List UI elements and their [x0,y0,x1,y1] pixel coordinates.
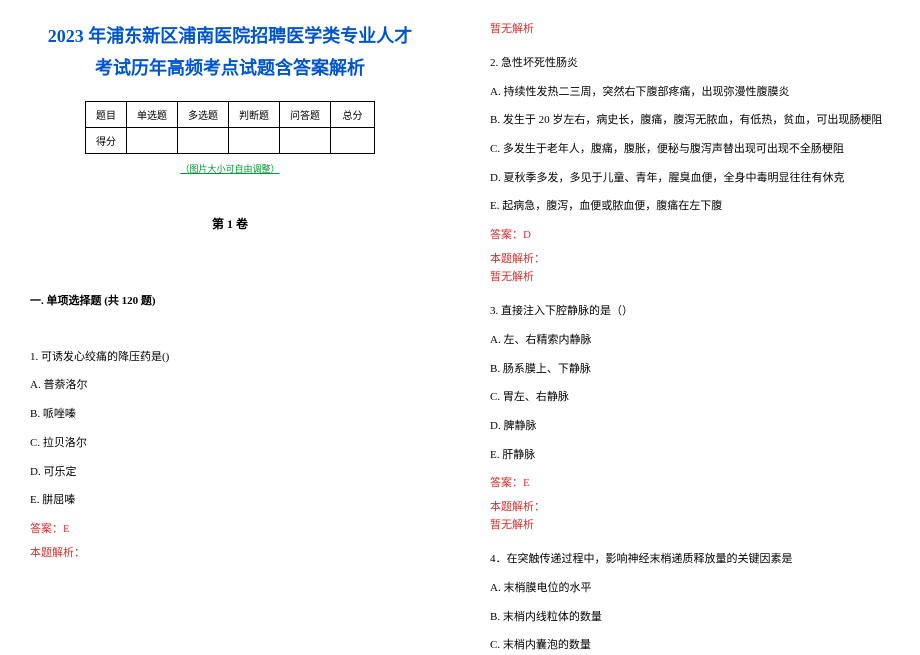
q3-option-a: A. 左、右精索内静脉 [490,331,890,350]
table-header-row: 题目 单选题 多选题 判断题 问答题 总分 [86,101,375,127]
title-line1: 2023 年浦东新区浦南医院招聘医学类专业人才 [30,20,430,52]
q3-option-e: E. 肝静脉 [490,446,890,465]
th-topic: 题目 [86,101,127,127]
q3-option-b: B. 肠系膜上、下静脉 [490,360,890,379]
th-multi: 多选题 [178,101,229,127]
question-2: 2. 急性坏死性肠炎 A. 持续性发热二三周，突然右下腹部疼痛，出现弥漫性腹膜炎… [490,54,890,284]
question-1: 1. 可诱发心绞痛的降压药是() A. 普萘洛尔 B. 哌唑嗪 C. 拉贝洛尔 … [30,348,430,560]
q4-option-b: B. 末梢内线粒体的数量 [490,608,890,627]
q4-option-a: A. 末梢膜电位的水平 [490,579,890,598]
th-judge: 判断题 [229,101,280,127]
q3-option-d: D. 脾静脉 [490,417,890,436]
q1-answer: 答案：E [30,520,430,536]
th-qa: 问答题 [280,101,331,127]
q3-answer: 答案：E [490,474,890,490]
td-empty [178,127,229,153]
q1-stem: 1. 可诱发心绞痛的降压药是() [30,348,430,367]
q2-analysis-none: 暂无解析 [490,268,890,284]
q2-option-c: C. 多发生于老年人，腹痛，腹胀，便秘与腹泻声替出现可出现不全肠梗阻 [490,140,890,159]
q1-option-d: D. 可乐定 [30,463,430,482]
td-empty [229,127,280,153]
th-total: 总分 [331,101,375,127]
score-table: 题目 单选题 多选题 判断题 问答题 总分 得分 [85,101,375,154]
td-empty [331,127,375,153]
td-score-label: 得分 [86,127,127,153]
th-single: 单选题 [127,101,178,127]
table-score-row: 得分 [86,127,375,153]
q2-option-e: E. 起病急，腹泻，血便或脓血便，腹痛在左下腹 [490,197,890,216]
question-3: 3. 直接注入下腔静脉的是（） A. 左、右精索内静脉 B. 肠系膜上、下静脉 … [490,302,890,532]
q3-option-c: C. 胃左、右静脉 [490,388,890,407]
left-column: 2023 年浦东新区浦南医院招聘医学类专业人才 考试历年高频考点试题含答案解析 … [0,0,460,651]
td-empty [127,127,178,153]
q3-analysis-label: 本题解析： [490,498,890,514]
q2-option-a: A. 持续性发热二三周，突然右下腹部疼痛，出现弥漫性腹膜炎 [490,83,890,102]
title-line2: 考试历年高频考点试题含答案解析 [30,52,430,84]
q2-option-b: B. 发生于 20 岁左右，病史长，腹痛，腹泻无脓血，有低热，贫血，可出现肠梗阻 [490,111,890,130]
right-column: 暂无解析 2. 急性坏死性肠炎 A. 持续性发热二三周，突然右下腹部疼痛，出现弥… [460,0,920,651]
q1-option-c: C. 拉贝洛尔 [30,434,430,453]
q1-option-a: A. 普萘洛尔 [30,376,430,395]
q3-analysis-none: 暂无解析 [490,516,890,532]
q2-analysis-label: 本题解析： [490,250,890,266]
question-4: 4．在突触传递过程中，影响神经末梢递质释放量的关键因素是 A. 末梢膜电位的水平… [490,550,890,655]
q3-stem: 3. 直接注入下腔静脉的是（） [490,302,890,321]
td-empty [280,127,331,153]
zoom-hint: （图片大小可自由调整） [30,162,430,175]
q1-analysis-none: 暂无解析 [490,20,890,36]
q1-option-b: B. 哌唑嗪 [30,405,430,424]
q2-answer: 答案：D [490,226,890,242]
q4-stem: 4．在突触传递过程中，影响神经末梢递质释放量的关键因素是 [490,550,890,569]
q2-stem: 2. 急性坏死性肠炎 [490,54,890,73]
q4-option-c: C. 末梢内囊泡的数量 [490,636,890,655]
q1-option-e: E. 肼屈嗪 [30,491,430,510]
section-title: 一. 单项选择题 (共 120 题) [30,292,430,308]
q2-option-d: D. 夏秋季多发，多见于儿童、青年，腥臭血便，全身中毒明显往往有休克 [490,169,890,188]
exam-title: 2023 年浦东新区浦南医院招聘医学类专业人才 考试历年高频考点试题含答案解析 [30,20,430,85]
q1-analysis-label: 本题解析： [30,544,430,560]
volume-title: 第 1 卷 [30,215,430,232]
